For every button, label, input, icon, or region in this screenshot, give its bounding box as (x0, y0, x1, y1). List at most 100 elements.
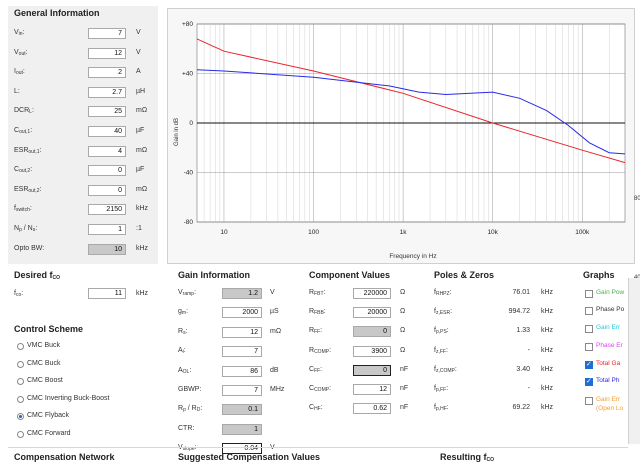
pole-zero-unit: kHz (541, 346, 554, 354)
graph-checkbox-label[interactable]: Phase Po (596, 306, 625, 313)
component-input[interactable]: 3900 (353, 345, 391, 357)
general-input[interactable]: 7 (88, 28, 126, 39)
gain-input[interactable]: 2000 (222, 307, 262, 319)
gain-input: 0.1 (222, 404, 262, 416)
x-tick-label: 10k (487, 229, 498, 236)
poles-zeros-title: Poles & Zeros (434, 270, 495, 280)
general-input[interactable]: 12 (88, 47, 126, 59)
gain-label: AOL: (178, 366, 192, 375)
graph-checkbox-label[interactable]: Gain Pow (596, 289, 625, 296)
graph-checkbox-label[interactable]: (Open Lo (596, 405, 624, 412)
general-input[interactable]: 2150 (88, 204, 126, 216)
pole-zero-value: - (527, 385, 530, 392)
control-radio[interactable] (17, 413, 24, 421)
fco-input[interactable]: 11 (88, 288, 126, 299)
control-option-label[interactable]: CMC Boost (27, 377, 63, 385)
pole-zero-label: fz,COMP: (434, 365, 457, 374)
control-option-label[interactable]: CMC Inverting Buck-Boost (27, 394, 110, 402)
gain-unit: V (270, 289, 275, 296)
gain-input[interactable]: 12 (222, 326, 262, 338)
graph-checkbox[interactable] (585, 397, 593, 405)
total-phase-curve (196, 69, 626, 155)
pole-zero-value: 3.40 (516, 365, 530, 373)
control-radio[interactable] (17, 343, 24, 350)
pole-zero-unit: kHz (541, 289, 554, 296)
general-unit: µH (136, 87, 146, 95)
gain-input[interactable]: 0.04 (222, 443, 262, 455)
gain-label: Vslope: (178, 444, 197, 453)
control-radio[interactable] (17, 431, 24, 438)
general-input: 10 (88, 243, 126, 255)
graph-checkbox-label[interactable]: Phase Er (596, 342, 623, 349)
component-label: RCOMP: (309, 346, 332, 355)
graph-checkbox[interactable] (585, 307, 593, 315)
control-option-label[interactable]: CMC Flyback (27, 412, 70, 420)
control-radio[interactable] (17, 378, 24, 386)
total-gain-curve (196, 38, 626, 164)
x-axis-tick-labels: 10 100 1k 10k 100k (220, 229, 590, 236)
gain-input[interactable]: 7 (222, 385, 262, 396)
y-tick-label: +80 (182, 21, 193, 28)
general-input[interactable]: 0 (88, 165, 126, 177)
gain-label: CTR: (178, 424, 195, 432)
component-label: CFF: (309, 365, 323, 374)
fco-label: fco: (14, 290, 24, 298)
general-input[interactable]: 2.7 (88, 86, 126, 98)
general-label: ESRout,1: (14, 146, 42, 155)
component-unit: nF (400, 385, 409, 392)
control-option-label[interactable]: CMC Forward (27, 430, 71, 437)
graph-checkbox-label[interactable]: Gain Err (596, 396, 621, 403)
gain-input[interactable]: 7 (222, 346, 262, 358)
pole-zero-label: fRHPZ: (434, 289, 452, 297)
component-unit: Ω (400, 289, 406, 296)
general-unit: :1 (136, 225, 142, 232)
graph-checkbox[interactable] (585, 290, 593, 298)
graph-checkbox[interactable] (585, 325, 593, 333)
x-tick-label: 1k (400, 229, 408, 236)
component-label: CHF: (309, 404, 323, 413)
general-input[interactable]: 2 (88, 67, 126, 79)
component-input[interactable]: 12 (353, 384, 391, 395)
gain-input[interactable]: 86 (222, 365, 262, 377)
component-label: RFBB: (309, 308, 326, 317)
graphs-scrollbar[interactable] (628, 278, 640, 444)
gain-info-title: Gain Information (178, 270, 250, 280)
desired-fco-title: Desired fCO (14, 270, 61, 281)
general-input[interactable]: 40 (88, 126, 126, 137)
pole-zero-unit: kHz (541, 327, 554, 335)
gain-label: Ai: (178, 347, 186, 356)
control-radio[interactable] (17, 360, 24, 368)
gain-label: Rp / RD: (178, 405, 203, 414)
bode-plot: +80+400-40-80 10 100 1k 10k 100k Gain in dB … (174, 21, 626, 260)
graph-checkbox[interactable] (585, 377, 593, 386)
footer-divider (8, 447, 628, 448)
component-input[interactable]: 20000 (353, 307, 391, 319)
control-option-label[interactable]: CMC Buck (27, 359, 61, 367)
x-tick-label: 100k (575, 229, 590, 236)
general-input[interactable]: 25 (88, 106, 126, 118)
general-label: ESRout,2: (14, 185, 42, 194)
component-unit: nF (400, 365, 409, 373)
control-radio[interactable] (17, 395, 24, 403)
component-input[interactable]: 0.62 (353, 403, 391, 415)
general-label: Np / Ns: (14, 225, 38, 233)
fco-unit: kHz (136, 290, 149, 297)
gain-unit: mΩ (270, 327, 282, 335)
graph-checkbox[interactable] (585, 343, 593, 351)
gain-label: GBWP: (178, 386, 202, 393)
pole-zero-value: 994.72 (508, 308, 530, 316)
general-input[interactable]: 0 (88, 184, 126, 196)
graph-checkbox-label[interactable]: Gain Err (596, 324, 621, 331)
suggested-values-title: Suggested Compensation Values (178, 452, 321, 462)
pole-zero-value: - (527, 346, 530, 354)
general-label: L: (14, 87, 20, 95)
graph-checkbox[interactable] (585, 360, 593, 369)
x-axis-label: Frequency in Hz (389, 253, 436, 260)
general-unit: V (136, 48, 141, 56)
general-input[interactable]: 4 (88, 145, 126, 157)
general-input[interactable]: 1 (88, 224, 126, 235)
graph-checkbox-label[interactable]: Total Ga (596, 360, 621, 367)
graph-checkbox-label[interactable]: Total Ph (596, 377, 620, 384)
component-input[interactable]: 220000 (353, 288, 391, 299)
control-option-label[interactable]: VMC Buck (27, 342, 61, 349)
